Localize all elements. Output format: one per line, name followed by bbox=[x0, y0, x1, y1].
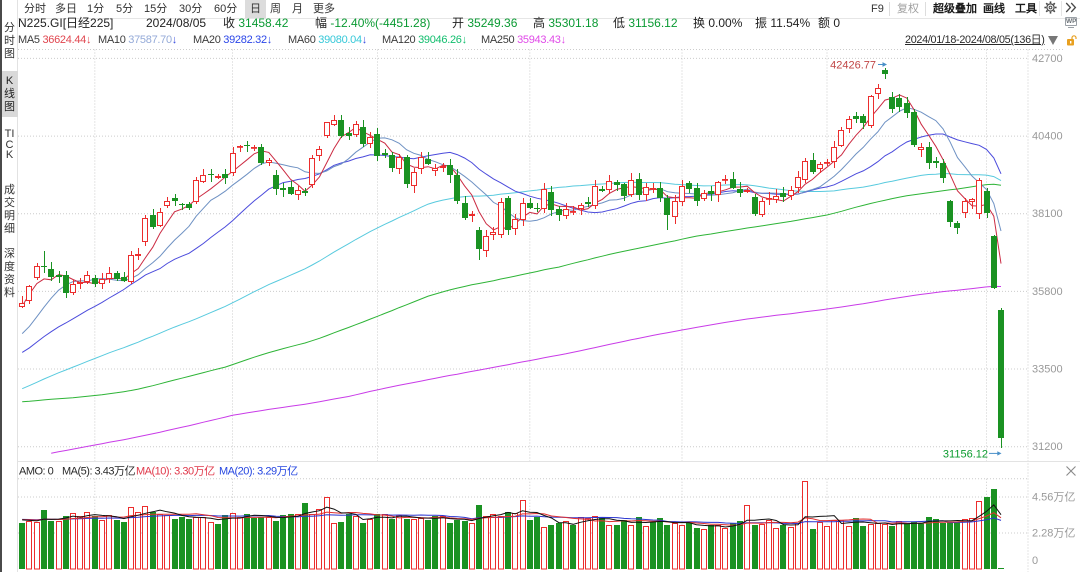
svg-text:31156.12: 31156.12 bbox=[943, 449, 988, 461]
svg-text:0: 0 bbox=[1032, 555, 1038, 567]
svg-text:MA(20): 3.29万亿: MA(20): 3.29万亿 bbox=[219, 465, 298, 478]
svg-text:35800: 35800 bbox=[1032, 286, 1063, 298]
svg-text:AMO: 0: AMO: 0 bbox=[19, 466, 54, 478]
svg-text:MA(10): 3.30万亿: MA(10): 3.30万亿 bbox=[136, 465, 215, 478]
svg-text:33500: 33500 bbox=[1032, 364, 1063, 376]
svg-text:40400: 40400 bbox=[1032, 131, 1063, 143]
svg-text:31200: 31200 bbox=[1032, 441, 1063, 453]
svg-text:42700: 42700 bbox=[1032, 53, 1063, 65]
svg-text:38100: 38100 bbox=[1032, 208, 1063, 220]
svg-text:4.56万亿: 4.56万亿 bbox=[1032, 491, 1075, 504]
svg-text:42426.77: 42426.77 bbox=[830, 60, 876, 72]
svg-text:MA(5): 3.43万亿: MA(5): 3.43万亿 bbox=[62, 465, 135, 478]
svg-text:2.28万亿: 2.28万亿 bbox=[1032, 527, 1075, 540]
